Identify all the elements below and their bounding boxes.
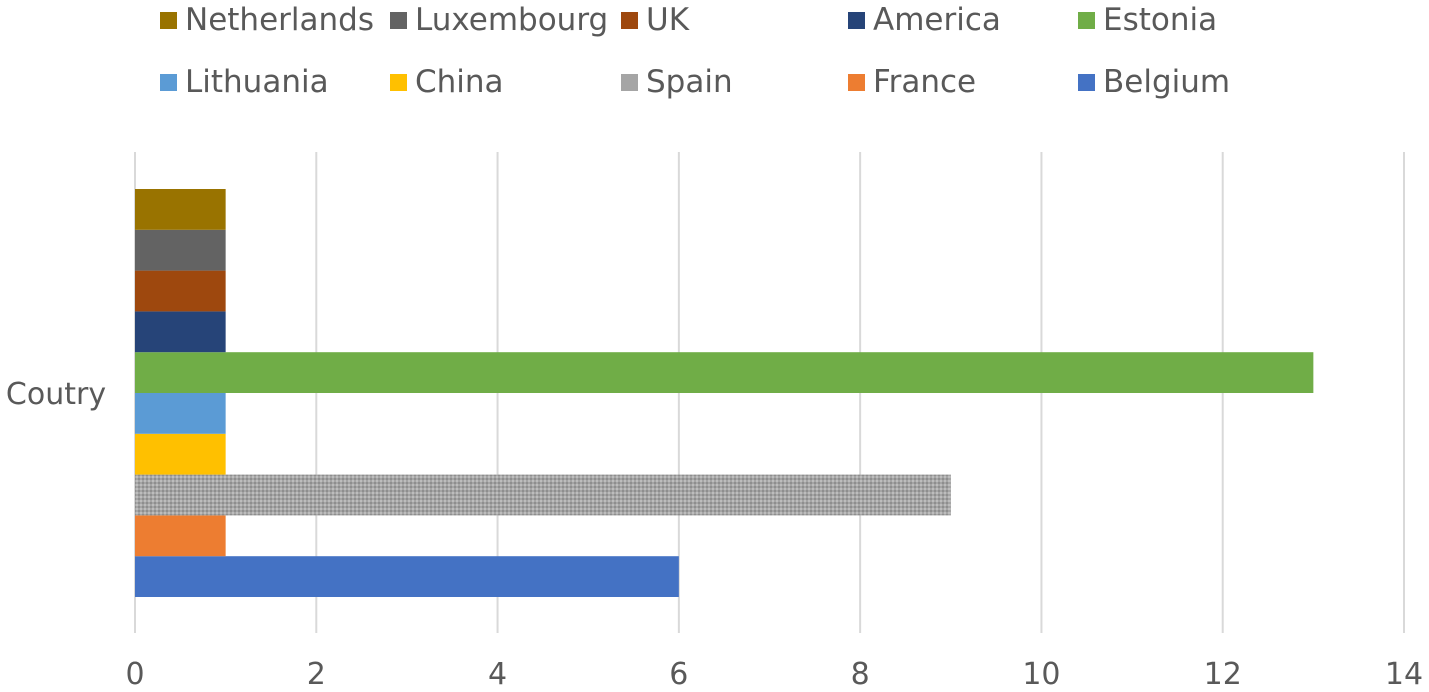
legend-item-spain: Spain — [621, 64, 733, 100]
legend-item-china: China — [390, 64, 504, 100]
legend-label: UK — [646, 2, 690, 38]
legend-label: America — [873, 2, 1001, 38]
legend-label: France — [873, 64, 977, 100]
legend-item-luxembourg: Luxembourg — [390, 2, 608, 38]
legend-swatch — [1078, 73, 1095, 91]
bar-estonia — [135, 352, 1314, 393]
legend-swatch — [848, 73, 865, 91]
bar-lithuania — [135, 393, 226, 434]
legend-swatch — [390, 11, 407, 29]
legend-swatch — [621, 73, 638, 91]
legend-label: Lithuania — [185, 64, 329, 100]
legend-label: Luxembourg — [415, 2, 609, 38]
legend-swatch — [390, 73, 407, 91]
x-tick-label: 10 — [1022, 657, 1060, 692]
bar-america — [135, 311, 226, 353]
legend-swatch — [160, 73, 177, 91]
bar-france — [135, 515, 226, 557]
x-tick-label: 8 — [851, 657, 870, 692]
y-category-label: Coutry — [6, 377, 106, 412]
legend-item-belgium: Belgium — [1078, 64, 1230, 100]
legend-item-france: France — [848, 64, 976, 100]
legend-swatch — [1078, 11, 1095, 29]
legend-item-uk: UK — [621, 2, 689, 38]
legend-item-estonia: Estonia — [1078, 2, 1217, 38]
axis-labels: 0 2 4 6 8 10 12 14 Coutry — [6, 377, 1423, 692]
x-tick-label: 14 — [1385, 657, 1423, 692]
x-tick-label: 2 — [307, 657, 326, 692]
legend-label: Spain — [646, 64, 733, 100]
x-tick-label: 0 — [125, 657, 144, 692]
legend-label: China — [415, 64, 504, 100]
legend-swatch — [160, 11, 177, 29]
legend-item-america: America — [848, 2, 1001, 38]
bar-spain — [135, 474, 951, 516]
bar-belgium — [135, 556, 679, 597]
legend-label: Estonia — [1103, 2, 1218, 38]
legend-swatch — [621, 11, 638, 29]
legend-item-netherlands: Netherlands — [160, 2, 374, 38]
legend-label: Belgium — [1103, 64, 1231, 100]
bar-netherlands — [135, 189, 226, 230]
chart-legend: Netherlands Luxembourg UK America Estonia Lit… — [0, 0, 1429, 110]
legend-swatch — [848, 11, 865, 29]
x-tick-label: 6 — [669, 657, 688, 692]
bar-china — [135, 433, 226, 475]
bars — [135, 189, 1314, 597]
x-tick-label: 4 — [488, 657, 507, 692]
bar-luxembourg — [135, 229, 226, 271]
legend-item-lithuania: Lithuania — [160, 64, 329, 100]
bar-uk — [135, 270, 226, 312]
legend-label: Netherlands — [185, 2, 374, 38]
x-tick-label: 12 — [1204, 657, 1242, 692]
